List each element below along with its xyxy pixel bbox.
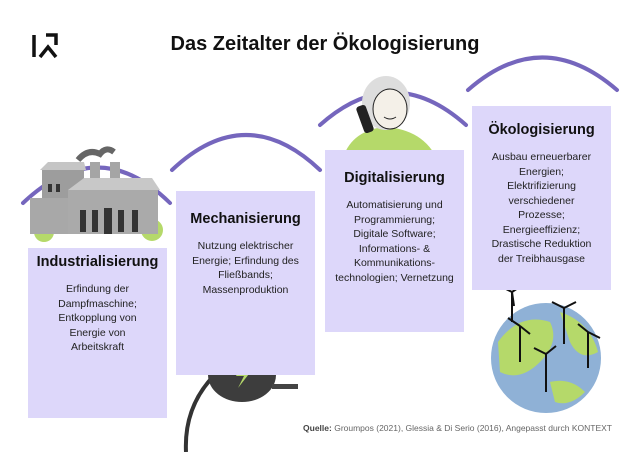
kontext-logo-icon xyxy=(32,33,58,59)
stage-heading: Digitalisierung xyxy=(344,170,445,186)
person-phone-icon xyxy=(342,76,438,161)
source-label: Quelle: xyxy=(303,423,332,433)
stage-heading: Industrialisierung xyxy=(36,254,159,270)
arc-4 xyxy=(466,55,619,92)
stage-card-digitalisierung: Digitalisierung Automatisierung und Prog… xyxy=(325,150,464,332)
earth-windturbines-icon xyxy=(491,283,601,413)
stage-heading: Mechanisierung xyxy=(190,211,301,227)
stage-description: Nutzung elektrischer Energie; Erfindung … xyxy=(192,240,299,296)
arc-2 xyxy=(170,133,322,172)
source-text: Groumpos (2021), Glessia & Di Serio (201… xyxy=(331,423,612,433)
page-title: Das Zeitalter der Ökologisierung xyxy=(170,33,480,55)
stage-description: Automatisierung und Programmierung; Digi… xyxy=(335,199,454,284)
stage-description: Ausbau erneuerbarer Energien; Elektrifiz… xyxy=(491,151,592,265)
stage-card-oekologisierung: Ökologisierung Ausbau erneuerbarer Energ… xyxy=(472,106,611,290)
stage-heading: Ökologisierung xyxy=(488,122,595,138)
stage-card-mechanisierung: Mechanisierung Nutzung elektrischer Ener… xyxy=(176,191,315,375)
stage-card-industrialisierung: Industrialisierung Erfindung der Dampfma… xyxy=(28,248,167,418)
source-note: Quelle: Groumpos (2021), Glessia & Di Se… xyxy=(303,423,612,433)
stage-description: Erfindung der Dampfmaschine; Entkopplung… xyxy=(58,283,137,353)
factory-icon xyxy=(30,146,163,242)
